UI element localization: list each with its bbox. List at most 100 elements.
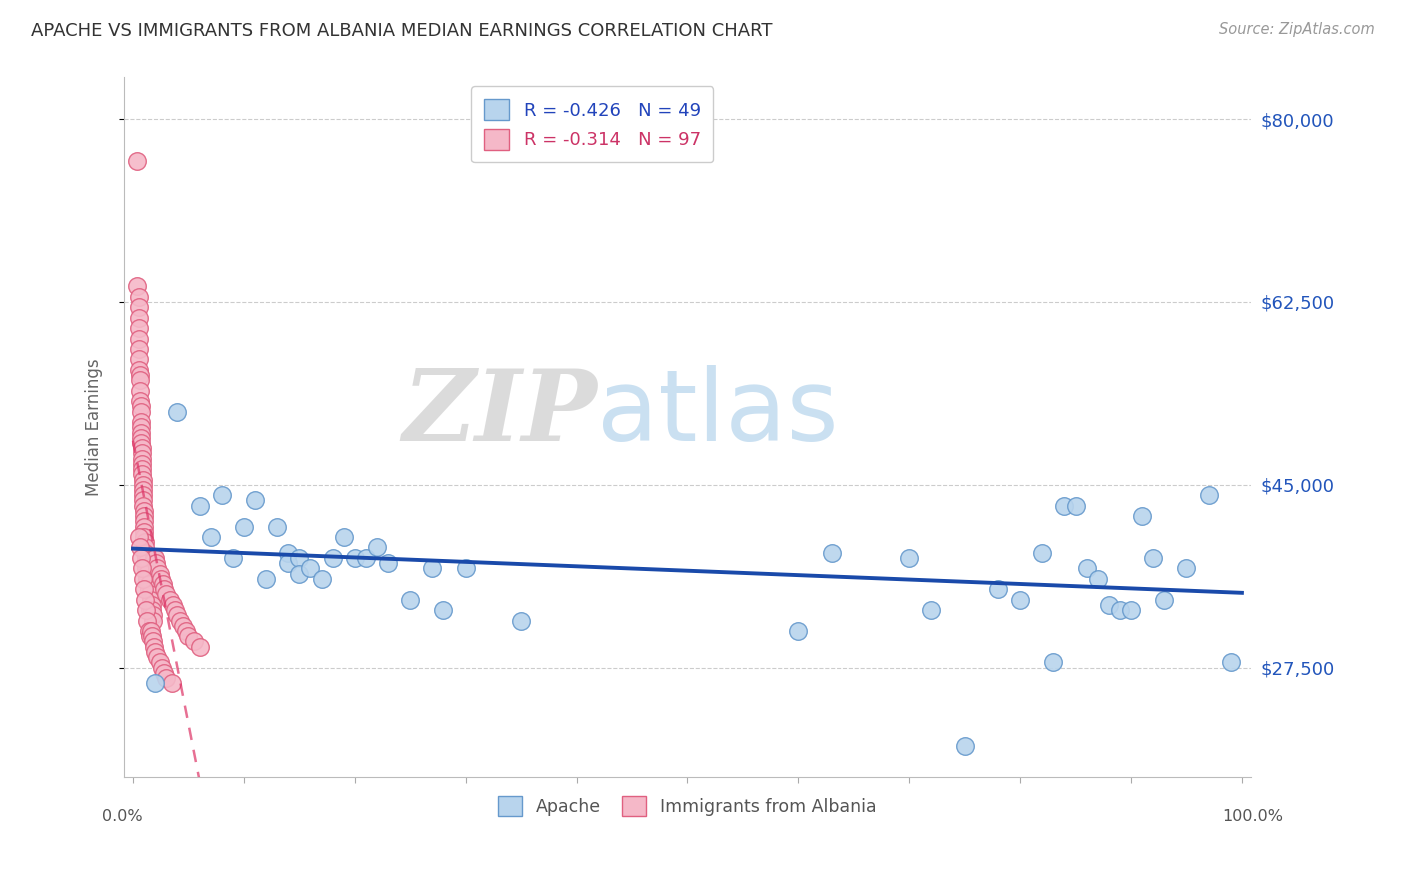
Point (128, 321, 150, 335)
Point (152, 577, 174, 591)
Point (141, 629, 163, 643)
Point (1031, 546, 1053, 560)
Point (131, 451, 153, 466)
Point (128, 332, 150, 346)
Point (132, 493, 155, 508)
Point (332, 530, 354, 544)
Point (149, 656, 172, 670)
Point (1042, 656, 1064, 670)
Point (134, 592, 156, 607)
Point (165, 603, 187, 617)
Point (141, 598, 163, 612)
Point (138, 582, 160, 597)
Point (1076, 561, 1098, 575)
Point (136, 614, 159, 628)
Point (143, 550, 166, 565)
Point (143, 676, 166, 690)
Point (132, 582, 155, 597)
Point (299, 561, 322, 575)
Point (134, 541, 156, 555)
Point (128, 342, 150, 356)
Point (211, 488, 233, 502)
Point (987, 582, 1010, 597)
Point (354, 550, 377, 565)
Point (288, 566, 311, 581)
Point (200, 530, 222, 544)
Point (129, 405, 152, 419)
Point (1198, 488, 1220, 502)
Point (149, 566, 172, 581)
Point (142, 608, 165, 623)
Point (366, 541, 388, 555)
Point (141, 603, 163, 617)
Point (129, 415, 152, 429)
Point (139, 624, 162, 638)
Point (129, 550, 152, 565)
Point (134, 535, 156, 549)
Point (155, 587, 177, 601)
Point (128, 352, 150, 367)
Point (132, 499, 155, 513)
Point (166, 405, 188, 419)
Point (138, 629, 160, 643)
Point (1010, 592, 1032, 607)
Point (1087, 572, 1109, 586)
Point (128, 290, 150, 304)
Point (1053, 499, 1076, 513)
Point (129, 425, 152, 440)
Point (132, 477, 155, 491)
Point (920, 603, 942, 617)
Point (132, 483, 155, 497)
Point (143, 640, 166, 654)
Point (343, 550, 366, 565)
Point (1153, 592, 1175, 607)
Point (127, 279, 149, 293)
Point (128, 300, 150, 314)
Point (136, 572, 159, 586)
Point (166, 608, 188, 623)
Point (131, 561, 153, 575)
Point (132, 509, 155, 524)
Text: 0.0%: 0.0% (101, 809, 142, 823)
Point (399, 592, 422, 607)
Point (422, 561, 444, 575)
Point (1064, 499, 1087, 513)
Point (138, 587, 160, 601)
Point (127, 153, 149, 168)
Point (138, 603, 160, 617)
Point (128, 384, 150, 398)
Point (131, 467, 153, 482)
Point (132, 514, 155, 528)
Point (243, 493, 266, 508)
Legend: Apache, Immigrants from Albania: Apache, Immigrants from Albania (489, 787, 886, 824)
Point (820, 546, 842, 560)
Point (1130, 509, 1153, 524)
Text: ZIP: ZIP (402, 365, 598, 461)
Point (149, 572, 172, 586)
Point (898, 550, 921, 565)
Point (132, 473, 155, 487)
Point (377, 556, 399, 570)
Point (1219, 656, 1241, 670)
Text: atlas: atlas (598, 365, 839, 462)
Point (277, 556, 299, 570)
Point (136, 566, 159, 581)
Point (128, 373, 150, 387)
Point (277, 546, 299, 560)
Point (322, 550, 344, 565)
Point (143, 645, 166, 659)
Point (135, 556, 157, 570)
Point (254, 572, 277, 586)
Point (138, 577, 160, 591)
Point (146, 650, 169, 665)
Point (153, 582, 176, 597)
Point (188, 640, 211, 654)
Point (222, 550, 245, 565)
Point (1142, 550, 1164, 565)
Point (134, 546, 156, 560)
Point (1109, 603, 1132, 617)
Point (131, 446, 153, 460)
Point (155, 671, 177, 685)
Point (1175, 561, 1198, 575)
Point (288, 550, 311, 565)
